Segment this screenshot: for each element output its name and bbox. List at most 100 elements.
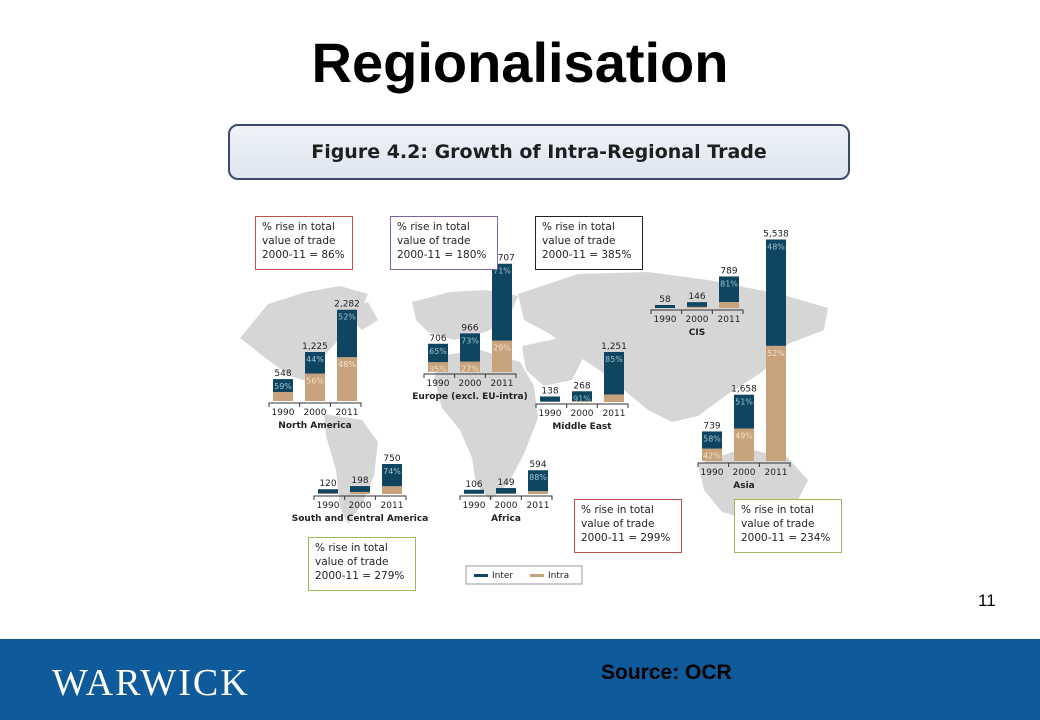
- total-label: 1,251: [601, 342, 627, 352]
- total-label: 2,282: [334, 300, 360, 310]
- inter-bar: [428, 343, 448, 363]
- region-panel: 548 59% 1990 1,225 44% 56% 2000 2,282 52% 48% 2011…: [268, 300, 362, 431]
- year-label: 2000: [349, 501, 372, 511]
- inter-bar: [318, 489, 338, 494]
- total-label: 2,707: [489, 254, 515, 264]
- total-label: 120: [319, 479, 336, 489]
- intra-pct-label: 48%: [338, 360, 356, 369]
- year-label: 2000: [459, 379, 482, 389]
- note-rise: 2000-11 = 279%: [315, 570, 405, 582]
- total-label: 966: [461, 323, 478, 333]
- warwick-logo: WARWICK: [52, 662, 250, 704]
- year-label: 1990: [539, 409, 562, 419]
- region-axis: [535, 403, 629, 408]
- intra-bar: [719, 302, 739, 308]
- intra-bar: [572, 401, 592, 402]
- note-line-2: value of trade: [397, 235, 471, 247]
- year-label: 2011: [336, 408, 359, 418]
- note-rise: 2000-11 = 234%: [741, 532, 831, 544]
- region-axis: [697, 462, 791, 467]
- year-label: 2011: [527, 501, 550, 511]
- intra-pct-label: 35%: [429, 365, 447, 374]
- total-label: 1,225: [302, 342, 328, 352]
- year-label: 2011: [603, 409, 626, 419]
- year-label: 2011: [718, 315, 741, 325]
- region-axis: [423, 373, 517, 378]
- inter-bar: [273, 379, 293, 393]
- year-label: 2000: [733, 468, 756, 478]
- footer-bar: WARWICK Source: OCR: [0, 639, 1040, 720]
- note-rise: 2000-11 = 299%: [581, 532, 671, 544]
- legend-label: Intra: [548, 571, 569, 581]
- legend-swatch: [474, 574, 488, 577]
- inter-bar: [492, 263, 512, 341]
- total-label: 750: [383, 454, 400, 464]
- region-panel: 138 1990 268 91% 2000 1,251 85% 2011 Middle East: [535, 342, 629, 432]
- note-rise: 2000-11 = 385%: [542, 249, 632, 261]
- note-north-america: % rise in total value of trade 2000-11 =…: [255, 216, 353, 270]
- total-label: 5,538: [763, 229, 789, 239]
- inter-bar: [655, 305, 675, 308]
- note-line-2: value of trade: [581, 518, 655, 530]
- intra-bar: [273, 392, 293, 401]
- inter-bar: [464, 489, 484, 494]
- trade-chart: 548 59% 1990 1,225 44% 56% 2000 2,282 52% 48% 2011…: [240, 229, 828, 585]
- note-line-1: % rise in total: [581, 504, 654, 516]
- intra-bar: [734, 428, 754, 461]
- region-name: CIS: [689, 328, 705, 338]
- intra-bar: [766, 345, 786, 461]
- total-label: 706: [429, 334, 446, 344]
- inter-pct-label: 52%: [338, 313, 356, 322]
- total-label: 1,658: [731, 385, 757, 395]
- year-label: 1990: [427, 379, 450, 389]
- intra-pct-label: 42%: [703, 452, 721, 461]
- legend: Inter Intra: [465, 565, 583, 585]
- region-panel: 739 58% 42% 1990 1,658 51% 49% 2000 5,538 48% 52% 2…: [697, 229, 791, 491]
- legend-label: Inter: [492, 571, 513, 581]
- total-label: 106: [465, 480, 482, 490]
- intra-pct-label: 27%: [461, 365, 479, 374]
- intra-bar: [492, 340, 512, 372]
- region-panel: 106 1990 149 2000 594 88% 2011 Africa: [459, 460, 553, 524]
- year-label: 2000: [495, 501, 518, 511]
- inter-pct-label: 48%: [767, 242, 785, 251]
- inter-bar: [350, 486, 370, 492]
- note-line-1: % rise in total: [315, 542, 388, 554]
- total-label: 548: [274, 369, 291, 379]
- year-label: 2011: [765, 468, 788, 478]
- intra-bar: [350, 491, 370, 494]
- intra-pct-label: 49%: [735, 432, 753, 441]
- note-line-2: value of trade: [741, 518, 815, 530]
- inter-pct-label: 85%: [605, 355, 623, 364]
- intra-bar: [460, 361, 480, 372]
- note-africa: % rise in total value of trade 2000-11 =…: [574, 499, 682, 553]
- inter-bar: [460, 333, 480, 362]
- inter-pct-label: 58%: [703, 434, 721, 443]
- inter-pct-label: 73%: [461, 336, 479, 345]
- inter-pct-label: 59%: [274, 382, 292, 391]
- total-label: 789: [720, 266, 737, 276]
- intra-pct-label: 56%: [306, 377, 324, 386]
- intra-pct-label: 29%: [493, 344, 511, 353]
- trade-figure: Figure 4.2: Growth of Intra-Regional Tra…: [228, 124, 850, 591]
- inter-pct-label: 71%: [493, 267, 511, 276]
- inter-pct-label: 74%: [383, 467, 401, 476]
- inter-bar: [528, 470, 548, 492]
- region-axis: [313, 495, 407, 500]
- year-label: 2000: [304, 408, 327, 418]
- note-south-central-america: % rise in total value of trade 2000-11 =…: [308, 537, 416, 591]
- intra-bar: [496, 493, 516, 494]
- total-label: 146: [688, 292, 705, 302]
- intra-pct-label: 52%: [767, 349, 785, 358]
- region-axis: [459, 495, 553, 500]
- note-middle-east: % rise in total value of trade 2000-11 =…: [535, 216, 643, 270]
- inter-bar: [702, 431, 722, 449]
- inter-pct-label: 91%: [573, 394, 591, 403]
- region-axis: [268, 402, 362, 407]
- source-text: Source: OCR: [601, 661, 732, 684]
- year-label: 1990: [317, 501, 340, 511]
- inter-bar: [337, 309, 357, 358]
- year-label: 2000: [686, 315, 709, 325]
- page-number: 11: [978, 591, 996, 610]
- intra-bar: [604, 394, 624, 402]
